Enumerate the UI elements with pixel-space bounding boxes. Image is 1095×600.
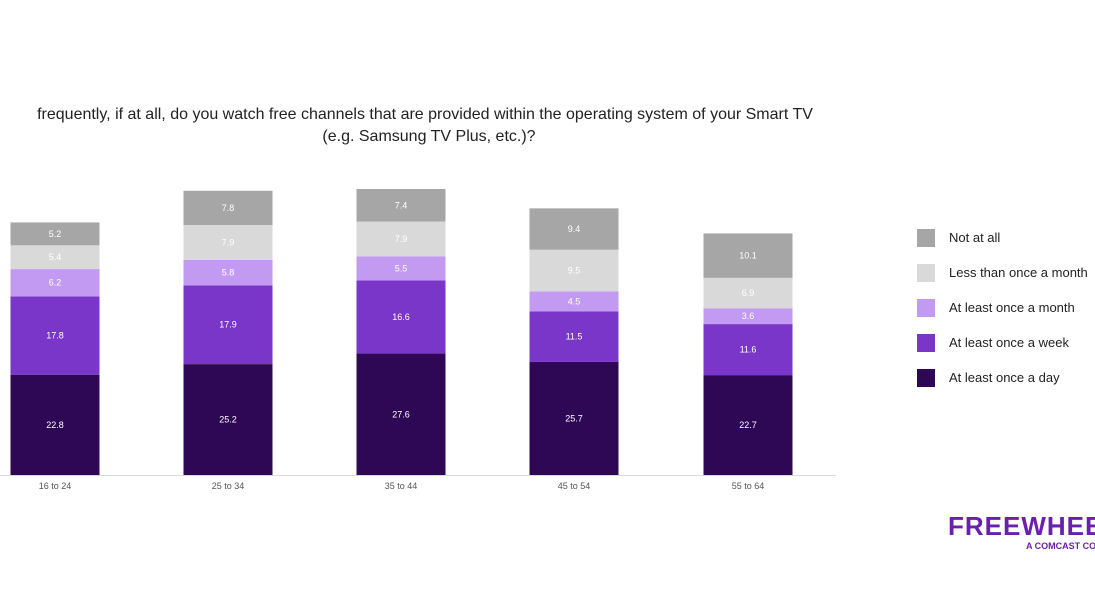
bar-segment <box>10 296 100 375</box>
bar-segment <box>10 269 100 297</box>
data-label: 11.5 <box>566 332 583 342</box>
data-label: 17.9 <box>219 320 237 330</box>
bar-segment <box>703 308 793 325</box>
data-label: 4.5 <box>568 296 581 306</box>
bar-segment <box>529 361 619 475</box>
data-label: 9.5 <box>568 266 581 276</box>
legend-swatch <box>917 368 935 387</box>
bar-segment <box>703 324 793 376</box>
bar-segment <box>356 189 446 222</box>
legend-item: At least once a month <box>917 290 1088 325</box>
x-tick-label: 45 to 54 <box>558 481 591 491</box>
freewheel-logo: FREEWHEEL A COMCAST COMPANY <box>948 512 1095 552</box>
legend-item: Not at all <box>917 220 1088 255</box>
data-label: 16.6 <box>392 312 410 322</box>
bar-segment <box>703 277 793 309</box>
bar-segment <box>703 375 793 475</box>
legend-label: At least once a day <box>949 370 1060 385</box>
data-label: 7.4 <box>395 200 408 210</box>
bar-segment <box>529 208 619 250</box>
legend-swatch <box>917 298 935 317</box>
data-label: 7.9 <box>395 234 408 244</box>
bar-segment <box>10 245 100 270</box>
legend-item: At least once a week <box>917 325 1088 360</box>
chart-legend: Not at all Less than once a month At least… <box>917 220 1088 395</box>
data-label: 25.7 <box>565 413 583 423</box>
x-tick-label: 35 to 44 <box>385 481 418 491</box>
legend-label: Less than once a month <box>949 265 1088 280</box>
data-label: 17.8 <box>46 331 64 341</box>
data-label: 6.9 <box>742 288 755 298</box>
bar-segment <box>10 222 100 246</box>
bar-segment <box>356 353 446 475</box>
data-label: 5.4 <box>49 252 62 262</box>
data-label: 6.2 <box>49 278 62 288</box>
data-label: 22.8 <box>46 420 64 430</box>
data-label: 22.7 <box>739 420 757 430</box>
legend-label: At least once a month <box>949 300 1075 315</box>
legend-label: Not at all <box>949 230 1001 245</box>
bar-segment <box>183 285 273 365</box>
bar-segment <box>529 249 619 292</box>
data-label: 27.6 <box>392 409 410 419</box>
logo-tagline: A COMCAST COMPANY <box>1026 541 1095 551</box>
bar-segment <box>356 280 446 354</box>
bar-segment <box>356 221 446 257</box>
legend-swatch <box>917 263 935 282</box>
data-label: 5.8 <box>222 268 235 278</box>
data-label: 7.8 <box>222 203 235 213</box>
chart-title: frequently, if at all, do you watch free… <box>0 104 852 148</box>
legend-swatch <box>917 228 935 247</box>
legend-item: At least once a day <box>917 360 1088 395</box>
legend-label: At least once a week <box>949 335 1069 350</box>
data-label: 9.4 <box>568 224 581 234</box>
stacked-bar-chart: 22.8 17.8 6.2 5.4 5.2 16 to 24 25.2 17.9 5.8 7.9 7… <box>0 189 836 491</box>
x-tick-label: 16 to 24 <box>39 481 72 491</box>
data-label: 25.2 <box>219 415 237 425</box>
data-label: 5.2 <box>49 229 62 239</box>
chart-title-line2: (e.g. Samsung TV Plus, etc.)? <box>322 128 536 145</box>
bar-segment <box>183 259 273 286</box>
x-tick-label: 25 to 34 <box>212 481 245 491</box>
legend-item: Less than once a month <box>917 255 1088 290</box>
bar-segment <box>10 374 100 475</box>
data-label: 5.5 <box>395 263 408 273</box>
chart-title-line1: frequently, if at all, do you watch free… <box>37 106 813 123</box>
bar-segment <box>529 291 619 312</box>
bar-segment <box>183 364 273 475</box>
x-tick-label: 55 to 64 <box>732 481 765 491</box>
data-label: 3.6 <box>742 311 755 321</box>
logo-wordmark: FREEWHEEL <box>948 511 1095 541</box>
data-label: 10.1 <box>739 251 757 261</box>
bar-segment <box>356 256 446 281</box>
bar-segment <box>703 233 793 278</box>
legend-swatch <box>917 333 935 352</box>
data-label: 11.6 <box>740 345 757 355</box>
bar-segment <box>529 311 619 362</box>
bar-segment <box>183 190 273 226</box>
bar-segment <box>183 225 273 260</box>
data-label: 7.9 <box>222 237 235 247</box>
